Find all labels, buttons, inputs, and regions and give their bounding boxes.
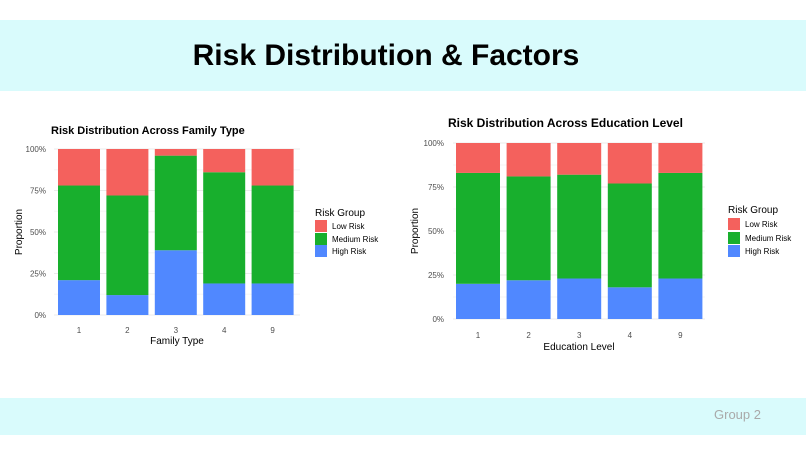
legend-swatch <box>728 218 740 230</box>
x-tick-label: 2 <box>125 326 130 335</box>
bar-segment-low-risk <box>106 149 149 196</box>
bar-segment-high-risk <box>456 283 500 319</box>
bar-segment-low-risk <box>251 149 294 186</box>
bar-segment-high-risk <box>658 278 703 319</box>
y-tick-label: 100% <box>26 145 46 154</box>
chart-family-type: Risk Distribution Across Family Type0%25… <box>14 125 379 347</box>
bar-segment-low-risk <box>203 149 246 173</box>
bar-segment-low-risk <box>557 143 602 175</box>
y-tick-label: 50% <box>428 227 444 236</box>
legend-swatch <box>315 220 327 232</box>
bar-segment-medium-risk <box>658 172 703 279</box>
bar-segment-high-risk <box>506 280 551 319</box>
x-tick-label: 4 <box>222 326 227 335</box>
bar-segment-low-risk <box>506 143 551 177</box>
bar-segment-low-risk <box>154 149 197 156</box>
y-tick-label: 25% <box>428 271 444 280</box>
legend-swatch <box>315 233 327 245</box>
y-tick-label: 100% <box>424 139 444 148</box>
legend-label: Low Risk <box>332 222 365 231</box>
bar-segment-high-risk <box>106 295 149 315</box>
title-band: Risk Distribution & Factors <box>0 20 806 91</box>
chart-title: Risk Distribution Across Family Type <box>51 125 245 137</box>
x-axis-label: Family Type <box>150 336 204 347</box>
bar-segment-medium-risk <box>251 185 294 284</box>
y-axis-label: Proportion <box>410 208 421 254</box>
x-tick-label: 3 <box>577 331 582 340</box>
bar-segment-medium-risk <box>106 195 149 296</box>
bar-segment-medium-risk <box>456 172 500 284</box>
x-tick-label: 4 <box>628 331 633 340</box>
bar-segment-medium-risk <box>154 155 197 251</box>
legend-label: Medium Risk <box>332 235 379 244</box>
footer-label: Group 2 <box>714 407 761 422</box>
legend-swatch <box>728 245 740 257</box>
x-tick-label: 9 <box>678 331 683 340</box>
legend-swatch <box>728 232 740 244</box>
chart-title: Risk Distribution Across Education Level <box>448 116 683 130</box>
legend-swatch <box>315 245 327 257</box>
bar-segment-high-risk <box>557 278 602 319</box>
x-tick-label: 1 <box>77 326 82 335</box>
legend-label: High Risk <box>745 247 780 256</box>
x-tick-label: 9 <box>270 326 275 335</box>
y-tick-label: 75% <box>428 183 444 192</box>
bar-segment-low-risk <box>456 143 500 173</box>
bar-segment-low-risk <box>607 143 652 184</box>
legend-label: Low Risk <box>745 220 778 229</box>
bar-segment-medium-risk <box>506 176 551 281</box>
bar-segment-medium-risk <box>203 172 246 284</box>
legend-title: Risk Group <box>315 208 365 219</box>
page-title: Risk Distribution & Factors <box>192 38 580 72</box>
bar-segment-high-risk <box>58 280 100 315</box>
legend-label: High Risk <box>332 247 367 256</box>
bar-segment-medium-risk <box>607 183 652 288</box>
bar-segment-low-risk <box>658 143 703 173</box>
legend-label: Medium Risk <box>745 234 792 243</box>
bar-segment-medium-risk <box>58 185 100 281</box>
y-tick-label: 0% <box>432 315 444 324</box>
chart-education-level: Risk Distribution Across Education Level… <box>410 116 792 353</box>
bar-segment-high-risk <box>251 283 294 315</box>
bar-segment-high-risk <box>203 283 246 315</box>
y-tick-label: 0% <box>34 311 46 320</box>
bar-segment-high-risk <box>607 287 652 319</box>
bar-segment-low-risk <box>58 149 100 186</box>
bar-segment-medium-risk <box>557 174 602 279</box>
x-tick-label: 3 <box>174 326 179 335</box>
y-tick-label: 50% <box>30 228 46 237</box>
y-tick-label: 25% <box>30 270 46 279</box>
legend-title: Risk Group <box>728 205 778 216</box>
bar-segment-high-risk <box>154 250 197 315</box>
x-tick-label: 2 <box>526 331 531 340</box>
footer-band: Group 2 <box>0 398 806 435</box>
x-tick-label: 1 <box>476 331 481 340</box>
y-tick-label: 75% <box>30 187 46 196</box>
x-axis-label: Education Level <box>543 342 614 353</box>
y-axis-label: Proportion <box>14 209 25 255</box>
